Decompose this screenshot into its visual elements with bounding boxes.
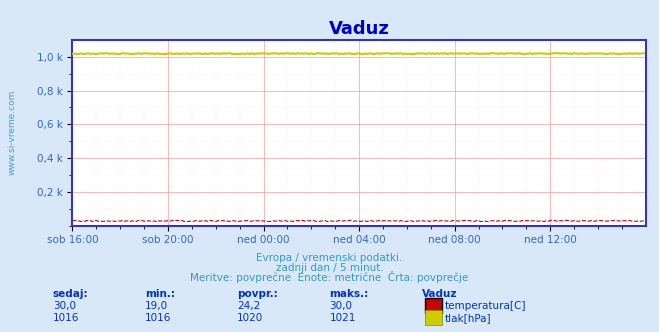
Text: 1021: 1021 (330, 313, 356, 323)
Text: sedaj:: sedaj: (53, 289, 88, 299)
Text: 1016: 1016 (145, 313, 171, 323)
Title: Vaduz: Vaduz (329, 20, 389, 38)
Text: min.:: min.: (145, 289, 175, 299)
Text: 1016: 1016 (53, 313, 79, 323)
Text: zadnji dan / 5 minut.: zadnji dan / 5 minut. (275, 263, 384, 273)
Text: 19,0: 19,0 (145, 301, 168, 311)
Text: 30,0: 30,0 (53, 301, 76, 311)
Text: Evropa / vremenski podatki.: Evropa / vremenski podatki. (256, 253, 403, 263)
Text: Vaduz: Vaduz (422, 289, 457, 299)
Text: 24,2: 24,2 (237, 301, 260, 311)
Text: maks.:: maks.: (330, 289, 369, 299)
Text: Meritve: povprečne  Enote: metrične  Črta: povprečje: Meritve: povprečne Enote: metrične Črta:… (190, 271, 469, 283)
Text: povpr.:: povpr.: (237, 289, 278, 299)
Text: tlak[hPa]: tlak[hPa] (445, 313, 492, 323)
Text: 30,0: 30,0 (330, 301, 353, 311)
Text: www.si-vreme.com: www.si-vreme.com (8, 90, 17, 176)
Text: temperatura[C]: temperatura[C] (445, 301, 527, 311)
Text: 1020: 1020 (237, 313, 264, 323)
